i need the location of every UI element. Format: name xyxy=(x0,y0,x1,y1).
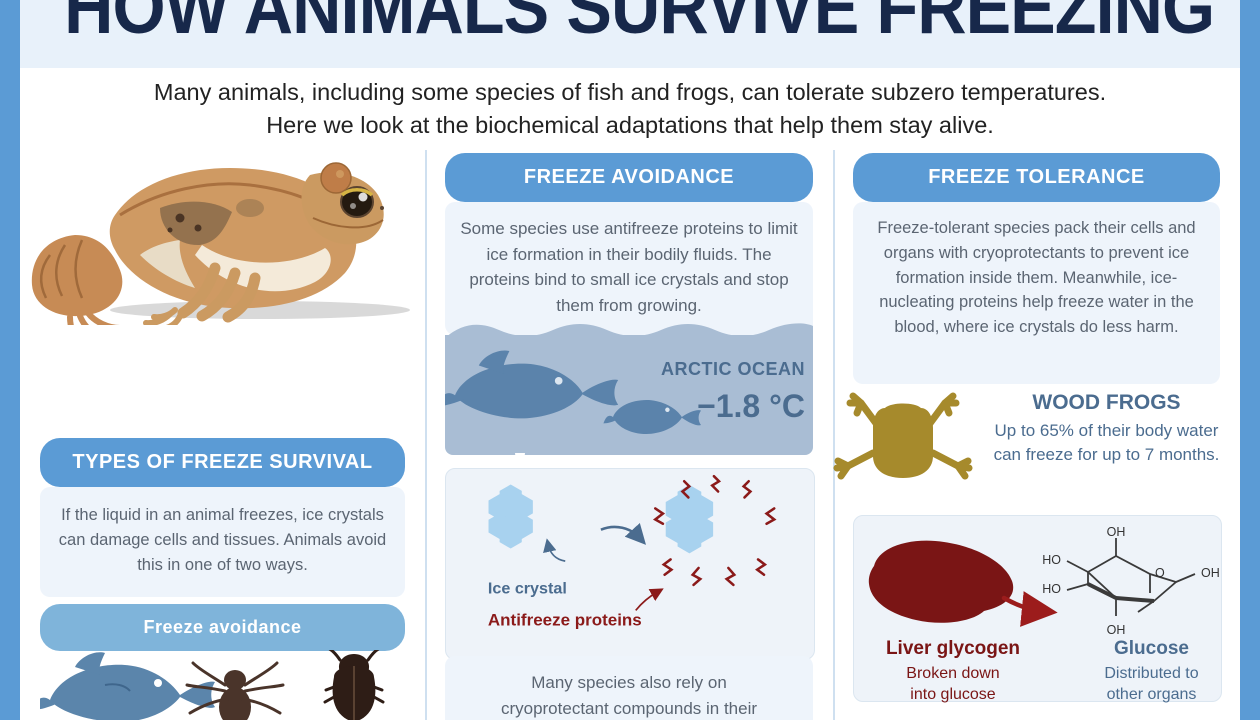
svg-text:Antifreeze proteins: Antifreeze proteins xyxy=(488,611,642,630)
svg-text:HO: HO xyxy=(1042,582,1061,596)
svg-text:OH: OH xyxy=(1107,623,1126,637)
svg-text:O: O xyxy=(1155,566,1165,580)
svg-text:HO: HO xyxy=(1042,553,1061,567)
svg-text:Ice crystal: Ice crystal xyxy=(488,579,567,597)
svg-text:OH: OH xyxy=(1201,566,1220,580)
svg-text:−1.8 °C: −1.8 °C xyxy=(697,388,805,424)
svg-text:OH: OH xyxy=(1107,526,1126,539)
svg-text:ARCTIC OCEAN: ARCTIC OCEAN xyxy=(661,359,805,379)
